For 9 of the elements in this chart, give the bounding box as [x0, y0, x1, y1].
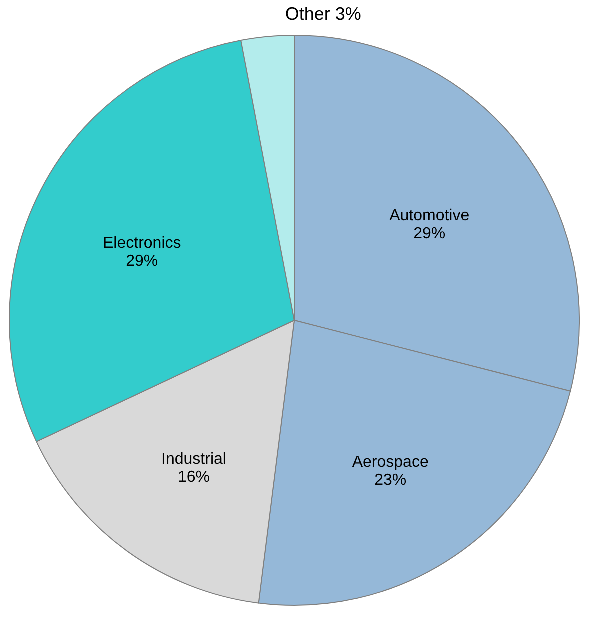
slice-label: Electronics [103, 234, 182, 252]
slice-label: Aerospace [352, 454, 429, 471]
data-label: 23% [374, 472, 407, 489]
data-label: 29% [126, 252, 158, 270]
data-label: 29% [414, 226, 446, 243]
slice-label: Other 3% [285, 4, 362, 24]
slice-label: Industrial [162, 450, 226, 468]
data-label: 16% [178, 468, 210, 486]
slice-label: Automotive [390, 208, 470, 225]
